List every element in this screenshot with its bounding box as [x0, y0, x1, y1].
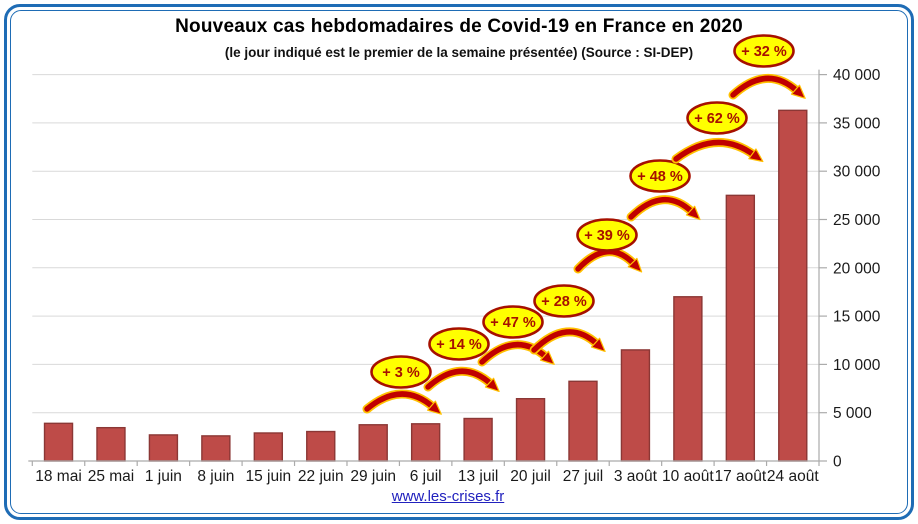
bar-24-août [778, 109, 808, 462]
bar-25-mai [96, 426, 126, 462]
x-tick-label: 10 août [662, 468, 714, 485]
growth-arrow [479, 341, 549, 365]
x-tick-label: 15 juin [245, 468, 291, 485]
x-tick-label: 8 juin [197, 468, 234, 485]
x-tick-label: 20 juil [510, 468, 551, 485]
growth-badge-label: + 62 % [694, 111, 740, 127]
x-tick-label: 3 août [614, 468, 658, 485]
growth-badge-label: + 14 % [436, 337, 482, 353]
y-tick-label: 10 000 [833, 357, 881, 374]
growth-badge [576, 218, 638, 252]
growth-badge-label: + 28 % [541, 294, 587, 310]
bar-1-juin [148, 434, 179, 462]
y-tick-label: 15 000 [833, 309, 881, 326]
bar-6-juil [410, 423, 441, 462]
growth-arrowhead [426, 400, 442, 415]
source-link[interactable]: www.les-crises.fr [391, 488, 505, 505]
growth-arrow [628, 196, 695, 220]
x-tick-label: 22 juin [298, 468, 344, 485]
x-tick-label: 29 juin [350, 468, 396, 485]
y-tick-label: 30 000 [833, 164, 881, 181]
bar-22-juin [306, 430, 336, 462]
growth-badge-label: + 48 % [637, 169, 683, 185]
growth-badge [428, 327, 490, 361]
growth-arrowhead [590, 337, 606, 353]
y-tick-label: 20 000 [833, 260, 881, 277]
y-tick-label: 25 000 [833, 212, 881, 229]
chart-subtitle: (le jour indiqué est le premier de la se… [224, 45, 694, 60]
y-tick-label: 5 000 [833, 405, 872, 422]
x-tick-label: 25 mai [88, 468, 135, 485]
growth-arrowhead [685, 205, 701, 221]
growth-badge [533, 284, 595, 318]
bar-10-août [673, 296, 703, 462]
growth-badge [686, 101, 748, 135]
growth-badge [733, 34, 795, 68]
bar-15-juin [253, 432, 284, 462]
bar-8-juin [201, 435, 231, 462]
y-tick-label: 40 000 [833, 67, 881, 84]
growth-arrow [673, 139, 757, 162]
x-tick-label: 27 juil [563, 468, 604, 485]
growth-arrowhead [627, 257, 643, 273]
growth-arrow [575, 248, 637, 272]
x-tick-label: 17 août [714, 468, 766, 485]
x-tick-label: 1 juin [145, 468, 182, 485]
growth-badge [482, 305, 544, 339]
bar-29-juin [358, 424, 388, 462]
y-tick-label: 35 000 [833, 115, 881, 132]
growth-arrow [364, 391, 436, 412]
bar-13-juil [463, 417, 493, 462]
growth-arrowhead [748, 148, 764, 163]
growth-badge-label: + 39 % [584, 228, 630, 244]
bar-20-juil [515, 397, 546, 462]
bar-18-mai [43, 422, 74, 462]
bar-3-août [620, 349, 651, 462]
growth-arrowhead [790, 84, 806, 99]
chart-title: Nouveaux cas hebdomadaires de Covid-19 e… [175, 16, 743, 37]
growth-badge [629, 159, 691, 193]
growth-arrowhead [484, 377, 500, 393]
growth-arrow [425, 368, 494, 390]
x-tick-label: 24 août [767, 468, 819, 485]
x-tick-label: 13 juil [458, 468, 499, 485]
growth-badge-label: + 32 % [741, 44, 787, 60]
growth-badge-label: + 47 % [490, 315, 536, 331]
y-tick-label: 0 [833, 454, 842, 471]
growth-badge-label: + 3 % [382, 365, 420, 381]
x-tick-label: 6 juil [410, 468, 442, 485]
growth-arrowhead [539, 350, 555, 365]
bar-17-août [725, 194, 756, 462]
bar-27-juil [568, 380, 598, 462]
growth-badge [370, 355, 432, 389]
growth-arrow [730, 75, 800, 98]
x-tick-label: 18 mai [35, 468, 82, 485]
growth-arrow [531, 329, 600, 353]
